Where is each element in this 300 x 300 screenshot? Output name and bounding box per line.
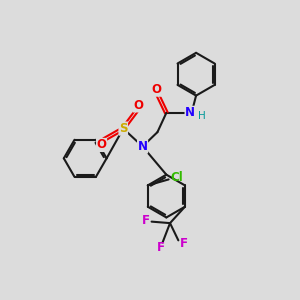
Text: Cl: Cl bbox=[171, 171, 183, 184]
Text: S: S bbox=[119, 122, 128, 135]
Text: O: O bbox=[152, 83, 162, 96]
Text: N: N bbox=[185, 106, 195, 119]
Text: F: F bbox=[142, 214, 150, 226]
Text: H: H bbox=[198, 111, 206, 121]
Text: O: O bbox=[133, 99, 143, 112]
Text: F: F bbox=[180, 237, 188, 250]
Text: F: F bbox=[157, 241, 165, 254]
Text: N: N bbox=[138, 140, 148, 153]
Text: O: O bbox=[97, 138, 106, 152]
